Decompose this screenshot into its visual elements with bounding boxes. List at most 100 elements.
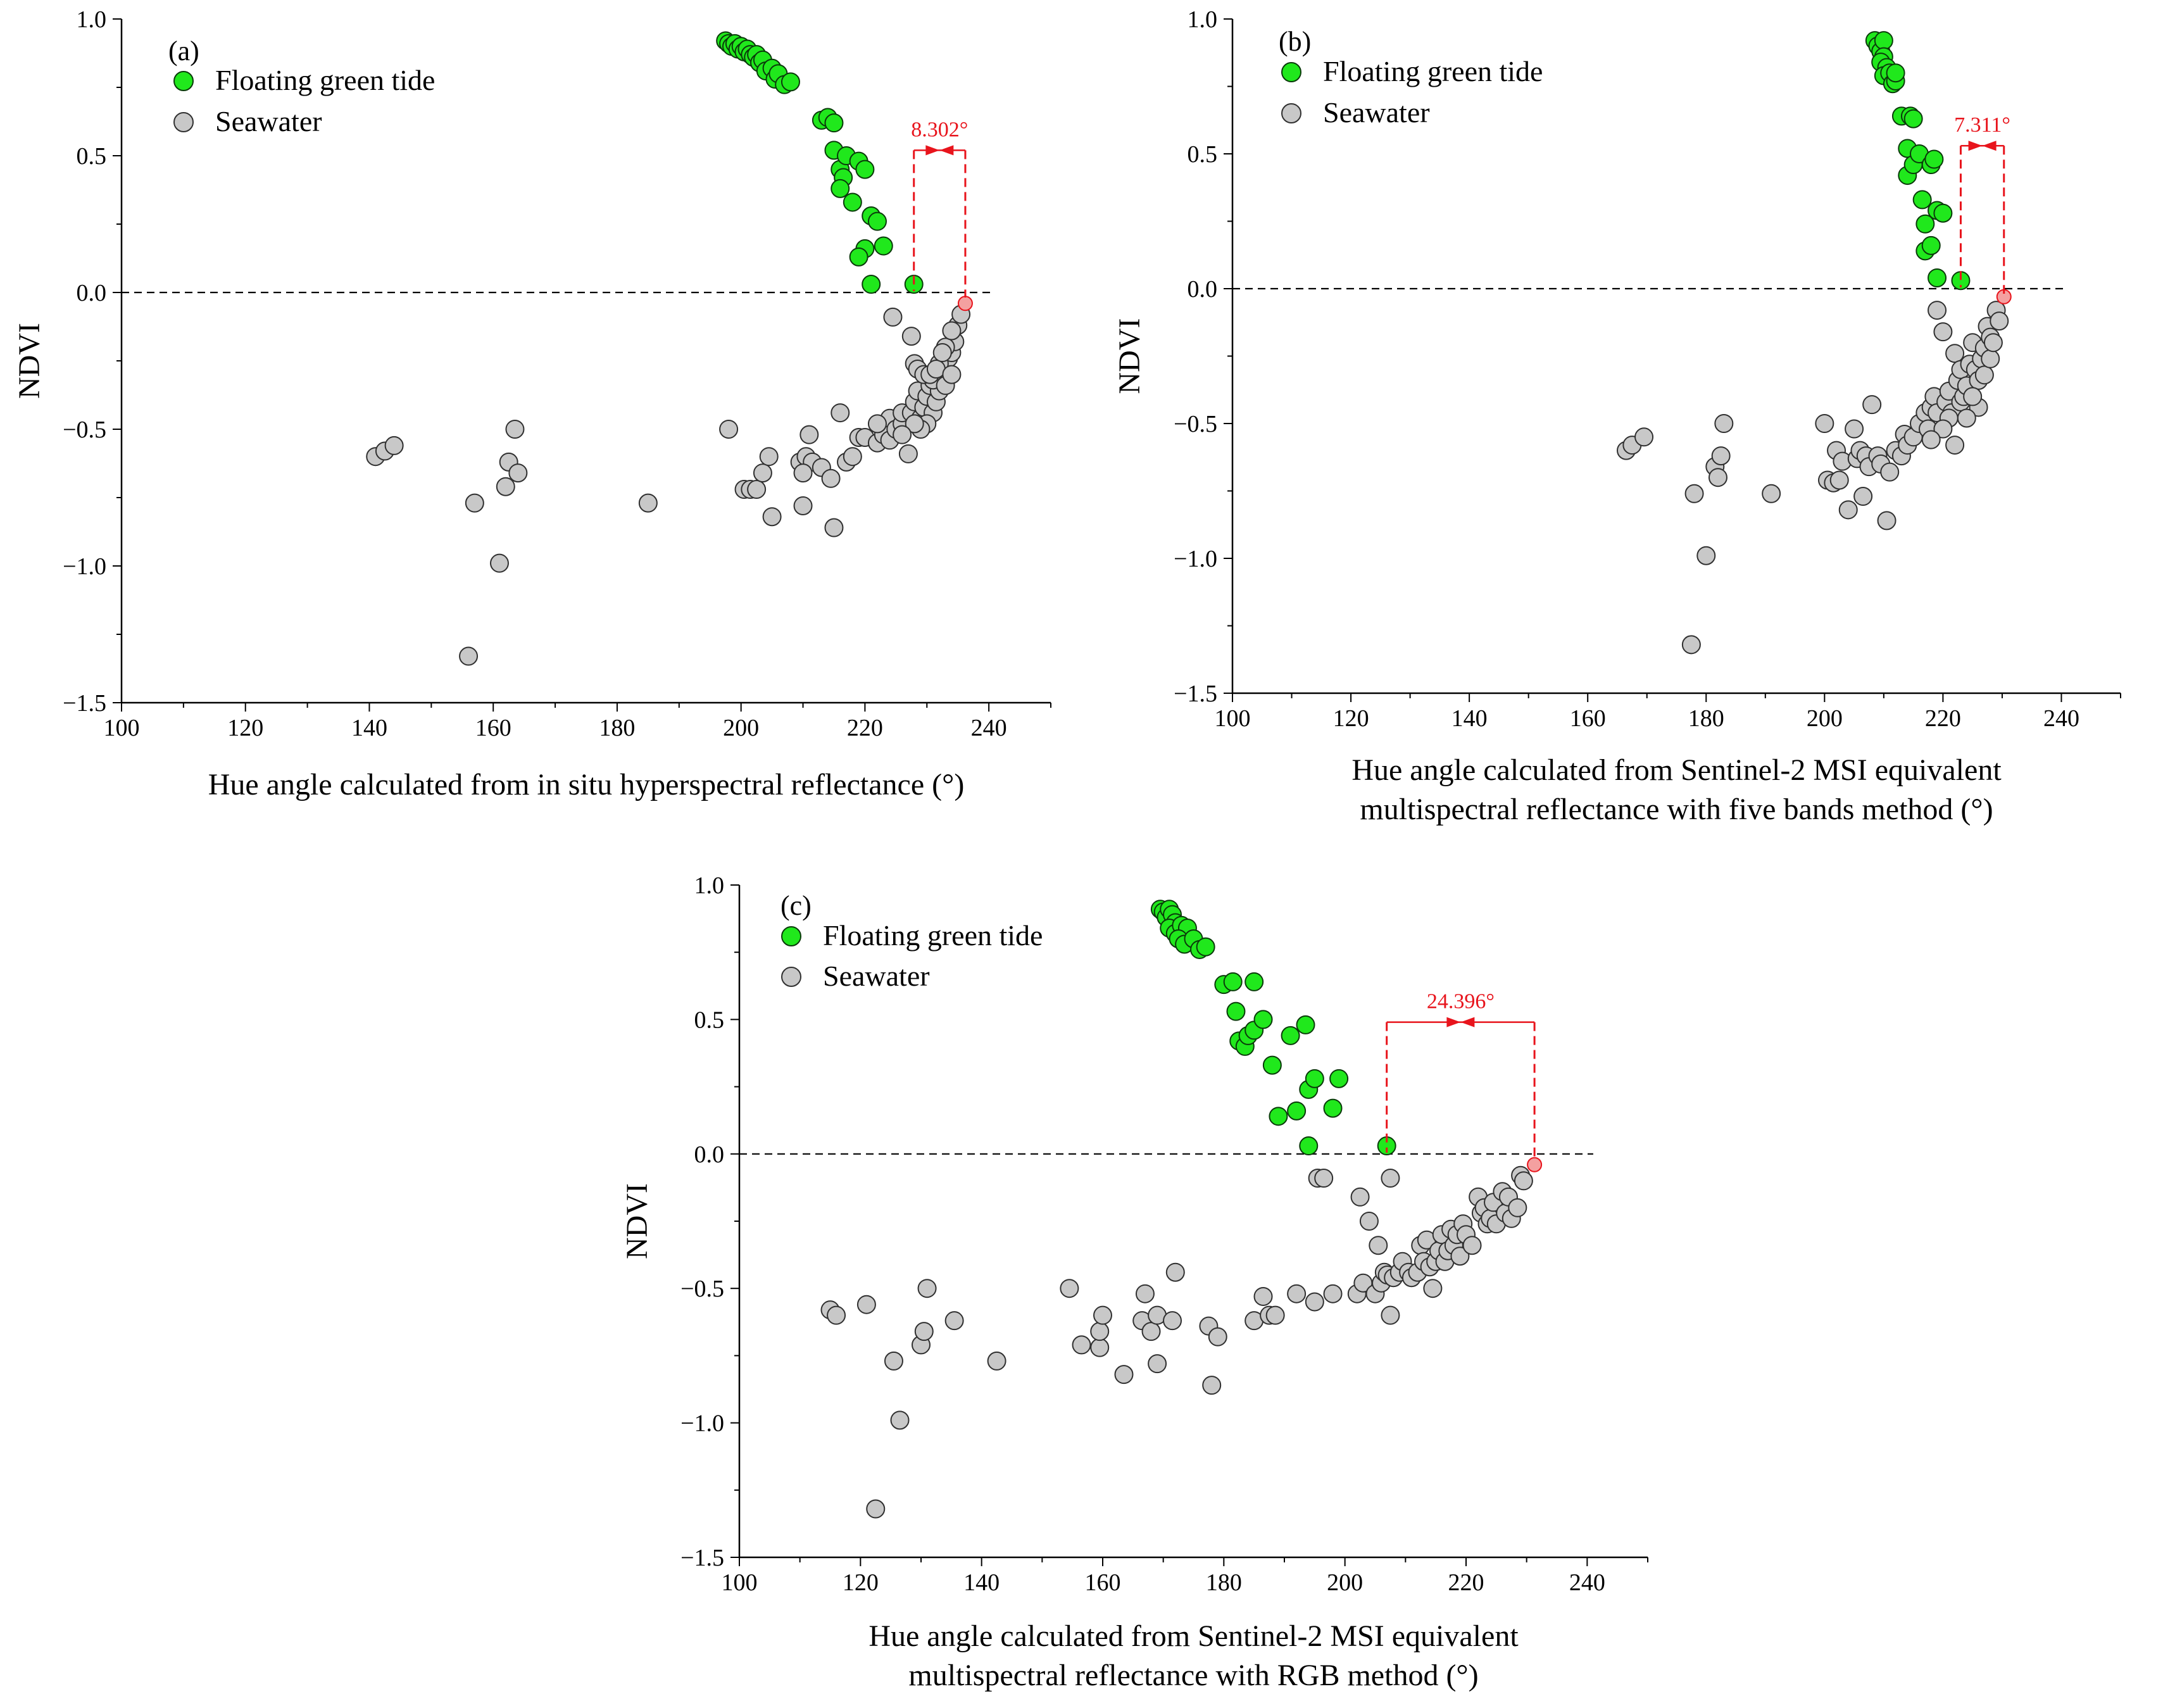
seawater-point <box>1928 301 1947 320</box>
legend-label-green-tide: Floating green tide <box>215 64 435 96</box>
seawater-point <box>1933 419 1953 439</box>
x-tick-label: 140 <box>1451 705 1488 732</box>
seawater-point <box>1072 1335 1091 1355</box>
seawater-point <box>465 493 484 513</box>
seawater-point <box>1696 546 1716 565</box>
green-tide-point <box>862 275 881 294</box>
seawater-point <box>866 1499 886 1519</box>
x-tick-label: 160 <box>1085 1569 1121 1596</box>
seawater-point <box>459 646 479 666</box>
x-tick-label: 160 <box>475 715 511 741</box>
seawater-point <box>1974 365 1994 385</box>
x-tick-label: 180 <box>1688 705 1724 732</box>
panel-label: (b) <box>1279 26 1311 57</box>
legend-marker-green-tide <box>173 71 194 91</box>
y-tick-label: −1.5 <box>1174 681 1217 707</box>
seawater-point <box>987 1351 1006 1371</box>
panel-b: 100 120 140 160 180 200 220 240 −1.5 −1.0 −0.5 0.0 0… <box>1113 6 2121 826</box>
seawater-point <box>932 343 952 363</box>
green-tide-point <box>1924 149 1944 169</box>
seawater-point <box>827 1305 846 1325</box>
seawater-point <box>1090 1322 1110 1341</box>
x-tick-label: 240 <box>971 715 1007 741</box>
seawater-point <box>1114 1365 1134 1385</box>
x-tick-label: 100 <box>1215 705 1251 732</box>
green-tide-point <box>831 179 850 198</box>
green-tide-point <box>824 113 844 133</box>
x-tick-label: 120 <box>227 715 263 741</box>
seawater-point <box>1165 1262 1185 1282</box>
panel-label: (c) <box>781 890 812 921</box>
seawater-point <box>957 296 973 311</box>
seawater-point <box>1350 1187 1370 1207</box>
annotation-arrow-right <box>1446 1017 1461 1027</box>
seawater-point <box>942 365 962 384</box>
seawater-point <box>1163 1311 1182 1331</box>
seawater-point <box>508 463 528 483</box>
seawater-point <box>1148 1354 1167 1374</box>
y-tick-label: 0.0 <box>694 1141 725 1168</box>
seawater-point <box>890 1410 910 1430</box>
seawater-point <box>942 321 962 341</box>
x-tick-label: 200 <box>723 715 759 741</box>
legend-label-seawater: Seawater <box>215 105 322 137</box>
green-tide-point <box>1299 1136 1319 1156</box>
seawater-point <box>884 1351 903 1371</box>
seawater-point <box>1880 462 1900 482</box>
seawater-point <box>1853 487 1873 506</box>
seawater-point <box>1877 511 1897 531</box>
annotation-angle-label: 7.311° <box>1954 113 2010 137</box>
seawater-point <box>1957 408 1976 428</box>
seawater-point <box>1711 446 1731 466</box>
x-tick-label: 240 <box>1569 1569 1605 1596</box>
green-tide-point <box>1296 1015 1315 1034</box>
y-tick-label: 0.0 <box>1188 276 1218 303</box>
seawater-point <box>1945 344 1965 363</box>
x-tick-label: 200 <box>1807 705 1843 732</box>
x-axis-title: Hue angle calculated from in situ hypers… <box>208 768 965 801</box>
seawater-point <box>1921 430 1941 449</box>
seawater-point <box>1141 1322 1161 1341</box>
green-tide-point <box>1253 1010 1273 1029</box>
seawater-point <box>1369 1236 1388 1255</box>
annotation-angle-label: 24.396° <box>1427 990 1495 1014</box>
seawater-point <box>905 414 924 434</box>
seawater-point <box>843 447 862 467</box>
seawater-point <box>1060 1279 1079 1298</box>
x-axis-title: multispectral reflectance with five band… <box>1360 793 1993 826</box>
seawater-point <box>1684 484 1704 503</box>
x-axis-title: Hue angle calculated from Sentinel-2 MSI… <box>1351 753 2002 787</box>
x-tick-label: 240 <box>2043 705 2079 732</box>
green-tide-point <box>1329 1069 1349 1088</box>
x-tick-label: 220 <box>1448 1569 1484 1596</box>
green-tide-point <box>1886 63 1905 83</box>
green-tide-point <box>1874 31 1893 51</box>
green-tide-point <box>1323 1098 1343 1118</box>
seawater-point <box>799 425 819 444</box>
x-axis-title: multispectral reflectance with RGB metho… <box>908 1659 1478 1692</box>
green-tide-point <box>1269 1107 1288 1126</box>
seawater-point <box>1981 349 2000 368</box>
annotation-angle-label: 8.302° <box>911 118 968 141</box>
seawater-point <box>489 553 509 573</box>
x-tick-label: 120 <box>843 1569 879 1596</box>
green-tide-point <box>1305 1069 1324 1088</box>
y-tick-label: −1.0 <box>680 1410 724 1437</box>
green-tide-point <box>855 160 875 179</box>
y-axis-title: NDVI <box>1113 318 1146 394</box>
seawater-point <box>1815 414 1834 433</box>
green-tide-point <box>1223 972 1243 991</box>
x-tick-label: 140 <box>963 1569 1000 1596</box>
y-tick-label: 1.0 <box>77 6 107 33</box>
seawater-point <box>793 496 813 515</box>
annotation-arrow-left <box>1460 1017 1475 1027</box>
x-tick-label: 100 <box>722 1569 758 1596</box>
panel-label: (a) <box>168 35 199 66</box>
seawater-point <box>1983 333 2003 353</box>
seawater-point <box>759 447 779 467</box>
legend-marker-green-tide <box>781 926 801 946</box>
y-tick-label: 0.5 <box>1188 141 1218 168</box>
seawater-point <box>1208 1327 1227 1347</box>
legend-label-seawater: Seawater <box>1323 96 1430 129</box>
legend-marker-seawater <box>173 112 194 132</box>
